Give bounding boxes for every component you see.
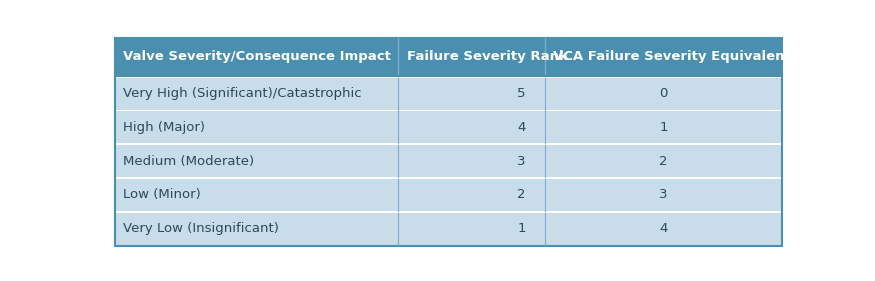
Text: High (Major): High (Major)	[123, 121, 205, 134]
Bar	[545, 213, 782, 245]
Text: 5: 5	[517, 87, 526, 100]
Text: Failure Severity Rank: Failure Severity Rank	[407, 51, 567, 64]
Bar	[398, 111, 545, 143]
Bar	[398, 213, 545, 245]
Text: 4: 4	[660, 222, 668, 235]
Text: 1: 1	[660, 121, 668, 134]
Bar	[115, 145, 398, 177]
Bar	[545, 78, 782, 110]
Bar	[545, 145, 782, 177]
Bar	[398, 78, 545, 110]
Bar	[545, 179, 782, 211]
Text: 3: 3	[660, 189, 668, 201]
Bar	[398, 38, 545, 76]
Text: Very High (Significant)/Catastrophic: Very High (Significant)/Catastrophic	[123, 87, 361, 100]
Text: 4: 4	[517, 121, 526, 134]
Bar	[115, 78, 398, 110]
Bar	[115, 111, 398, 143]
Bar	[545, 38, 782, 76]
Bar	[115, 38, 398, 76]
Text: 3: 3	[517, 155, 526, 168]
Text: Very Low (Insignificant): Very Low (Insignificant)	[123, 222, 279, 235]
Text: Medium (Moderate): Medium (Moderate)	[123, 155, 254, 168]
Text: 2: 2	[660, 155, 668, 168]
Text: Low (Minor): Low (Minor)	[123, 189, 200, 201]
Bar	[398, 145, 545, 177]
Text: 2: 2	[517, 189, 526, 201]
Text: Valve Severity/Consequence Impact: Valve Severity/Consequence Impact	[123, 51, 391, 64]
Text: VCA Failure Severity Equivalent Score: VCA Failure Severity Equivalent Score	[553, 51, 838, 64]
Text: 0: 0	[660, 87, 668, 100]
Bar	[398, 179, 545, 211]
Bar	[115, 179, 398, 211]
Text: 1: 1	[517, 222, 526, 235]
Bar	[545, 111, 782, 143]
Bar	[115, 213, 398, 245]
